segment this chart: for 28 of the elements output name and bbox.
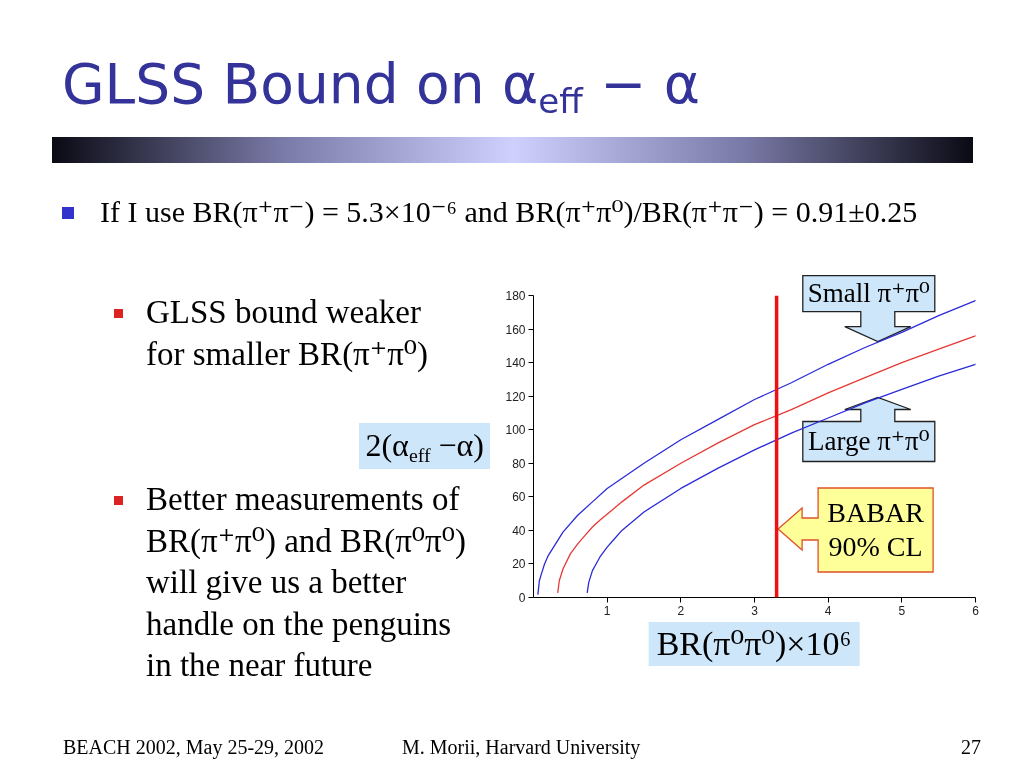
y-tick-label: 120 xyxy=(505,389,526,404)
x-tick-label: 3 xyxy=(751,603,759,618)
y-tick-label: 60 xyxy=(512,490,526,505)
chart-title: GLSS Bound on α$_{eff}$ − α xyxy=(62,52,701,122)
x-axis-title: BR(π⁰π⁰)×10⁶ xyxy=(656,623,852,664)
text: GLSS bound weaker for smaller BR(π⁺π⁰) xyxy=(146,293,429,374)
x-tick-label: 5 xyxy=(898,603,906,618)
y-tick-label: 80 xyxy=(512,456,526,471)
series-label: Small π⁺π⁰ xyxy=(807,277,930,310)
text: BEACH 2002, May 25-29, 2002 xyxy=(63,735,325,759)
y-tick-label: 0 xyxy=(518,591,526,605)
text: If I use BR(π⁺π⁻) = 5.3×10⁻⁶ and BR(π⁺π⁰)/BR(π⁺π⁻) = 0.91±0.25 xyxy=(100,194,918,230)
ref-line-label: BABAR 90% CL xyxy=(827,496,924,564)
y-tick-label: 100 xyxy=(505,423,526,438)
x-tick-label: 2 xyxy=(677,603,685,618)
y-tick-label: 40 xyxy=(512,523,526,538)
text: M. Morii, Harvard University xyxy=(402,735,641,759)
x-tick-label: 1 xyxy=(603,603,611,618)
y-tick-label: 140 xyxy=(505,356,526,371)
y-tick-label: 20 xyxy=(512,557,526,572)
series-label: Large π⁺π⁰ xyxy=(808,425,930,458)
y-tick-label: 160 xyxy=(505,322,526,337)
x-tick-label: 6 xyxy=(972,603,980,618)
text: Better measurements of BR(π⁺π⁰) and BR(π⁰π⁰) will give us a better handle on the penguins in the near future xyxy=(146,480,466,685)
y-tick-label: 180 xyxy=(505,289,526,303)
y-axis-title: 2(α$_{eff}$ −α) xyxy=(365,426,484,469)
text: 27 xyxy=(961,735,981,759)
x-tick-label: 4 xyxy=(824,603,832,618)
